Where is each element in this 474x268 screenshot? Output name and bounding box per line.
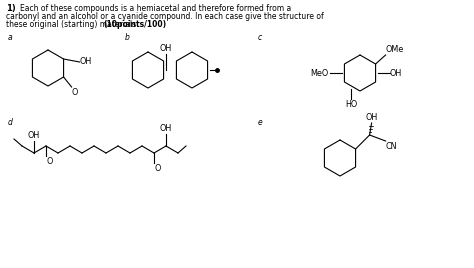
- Text: 1): 1): [6, 4, 16, 13]
- Text: OH: OH: [80, 58, 92, 66]
- Text: MeO: MeO: [311, 69, 329, 77]
- Text: OH: OH: [160, 44, 172, 53]
- Text: O: O: [47, 157, 54, 166]
- Text: carbonyl and an alcohol or a cyanide compound. In each case give the structure o: carbonyl and an alcohol or a cyanide com…: [6, 12, 324, 21]
- Text: O: O: [72, 88, 78, 97]
- Text: OH: OH: [390, 69, 402, 77]
- Text: OH: OH: [28, 131, 40, 140]
- Text: Each of these compounds is a hemiacetal and therefore formed from a: Each of these compounds is a hemiacetal …: [20, 4, 291, 13]
- Text: OMe: OMe: [385, 45, 404, 54]
- Text: b: b: [125, 33, 130, 42]
- Text: CN: CN: [385, 142, 397, 151]
- Text: these original (starting) materials. .: these original (starting) materials. .: [6, 20, 146, 29]
- Text: a: a: [8, 33, 13, 42]
- Text: d: d: [8, 118, 13, 127]
- Text: OH: OH: [160, 124, 172, 133]
- Text: e: e: [258, 118, 263, 127]
- Text: O: O: [155, 164, 161, 173]
- Text: c: c: [258, 33, 262, 42]
- Text: (10points/100): (10points/100): [103, 20, 166, 29]
- Text: HO: HO: [345, 100, 357, 109]
- Text: OH: OH: [365, 113, 378, 122]
